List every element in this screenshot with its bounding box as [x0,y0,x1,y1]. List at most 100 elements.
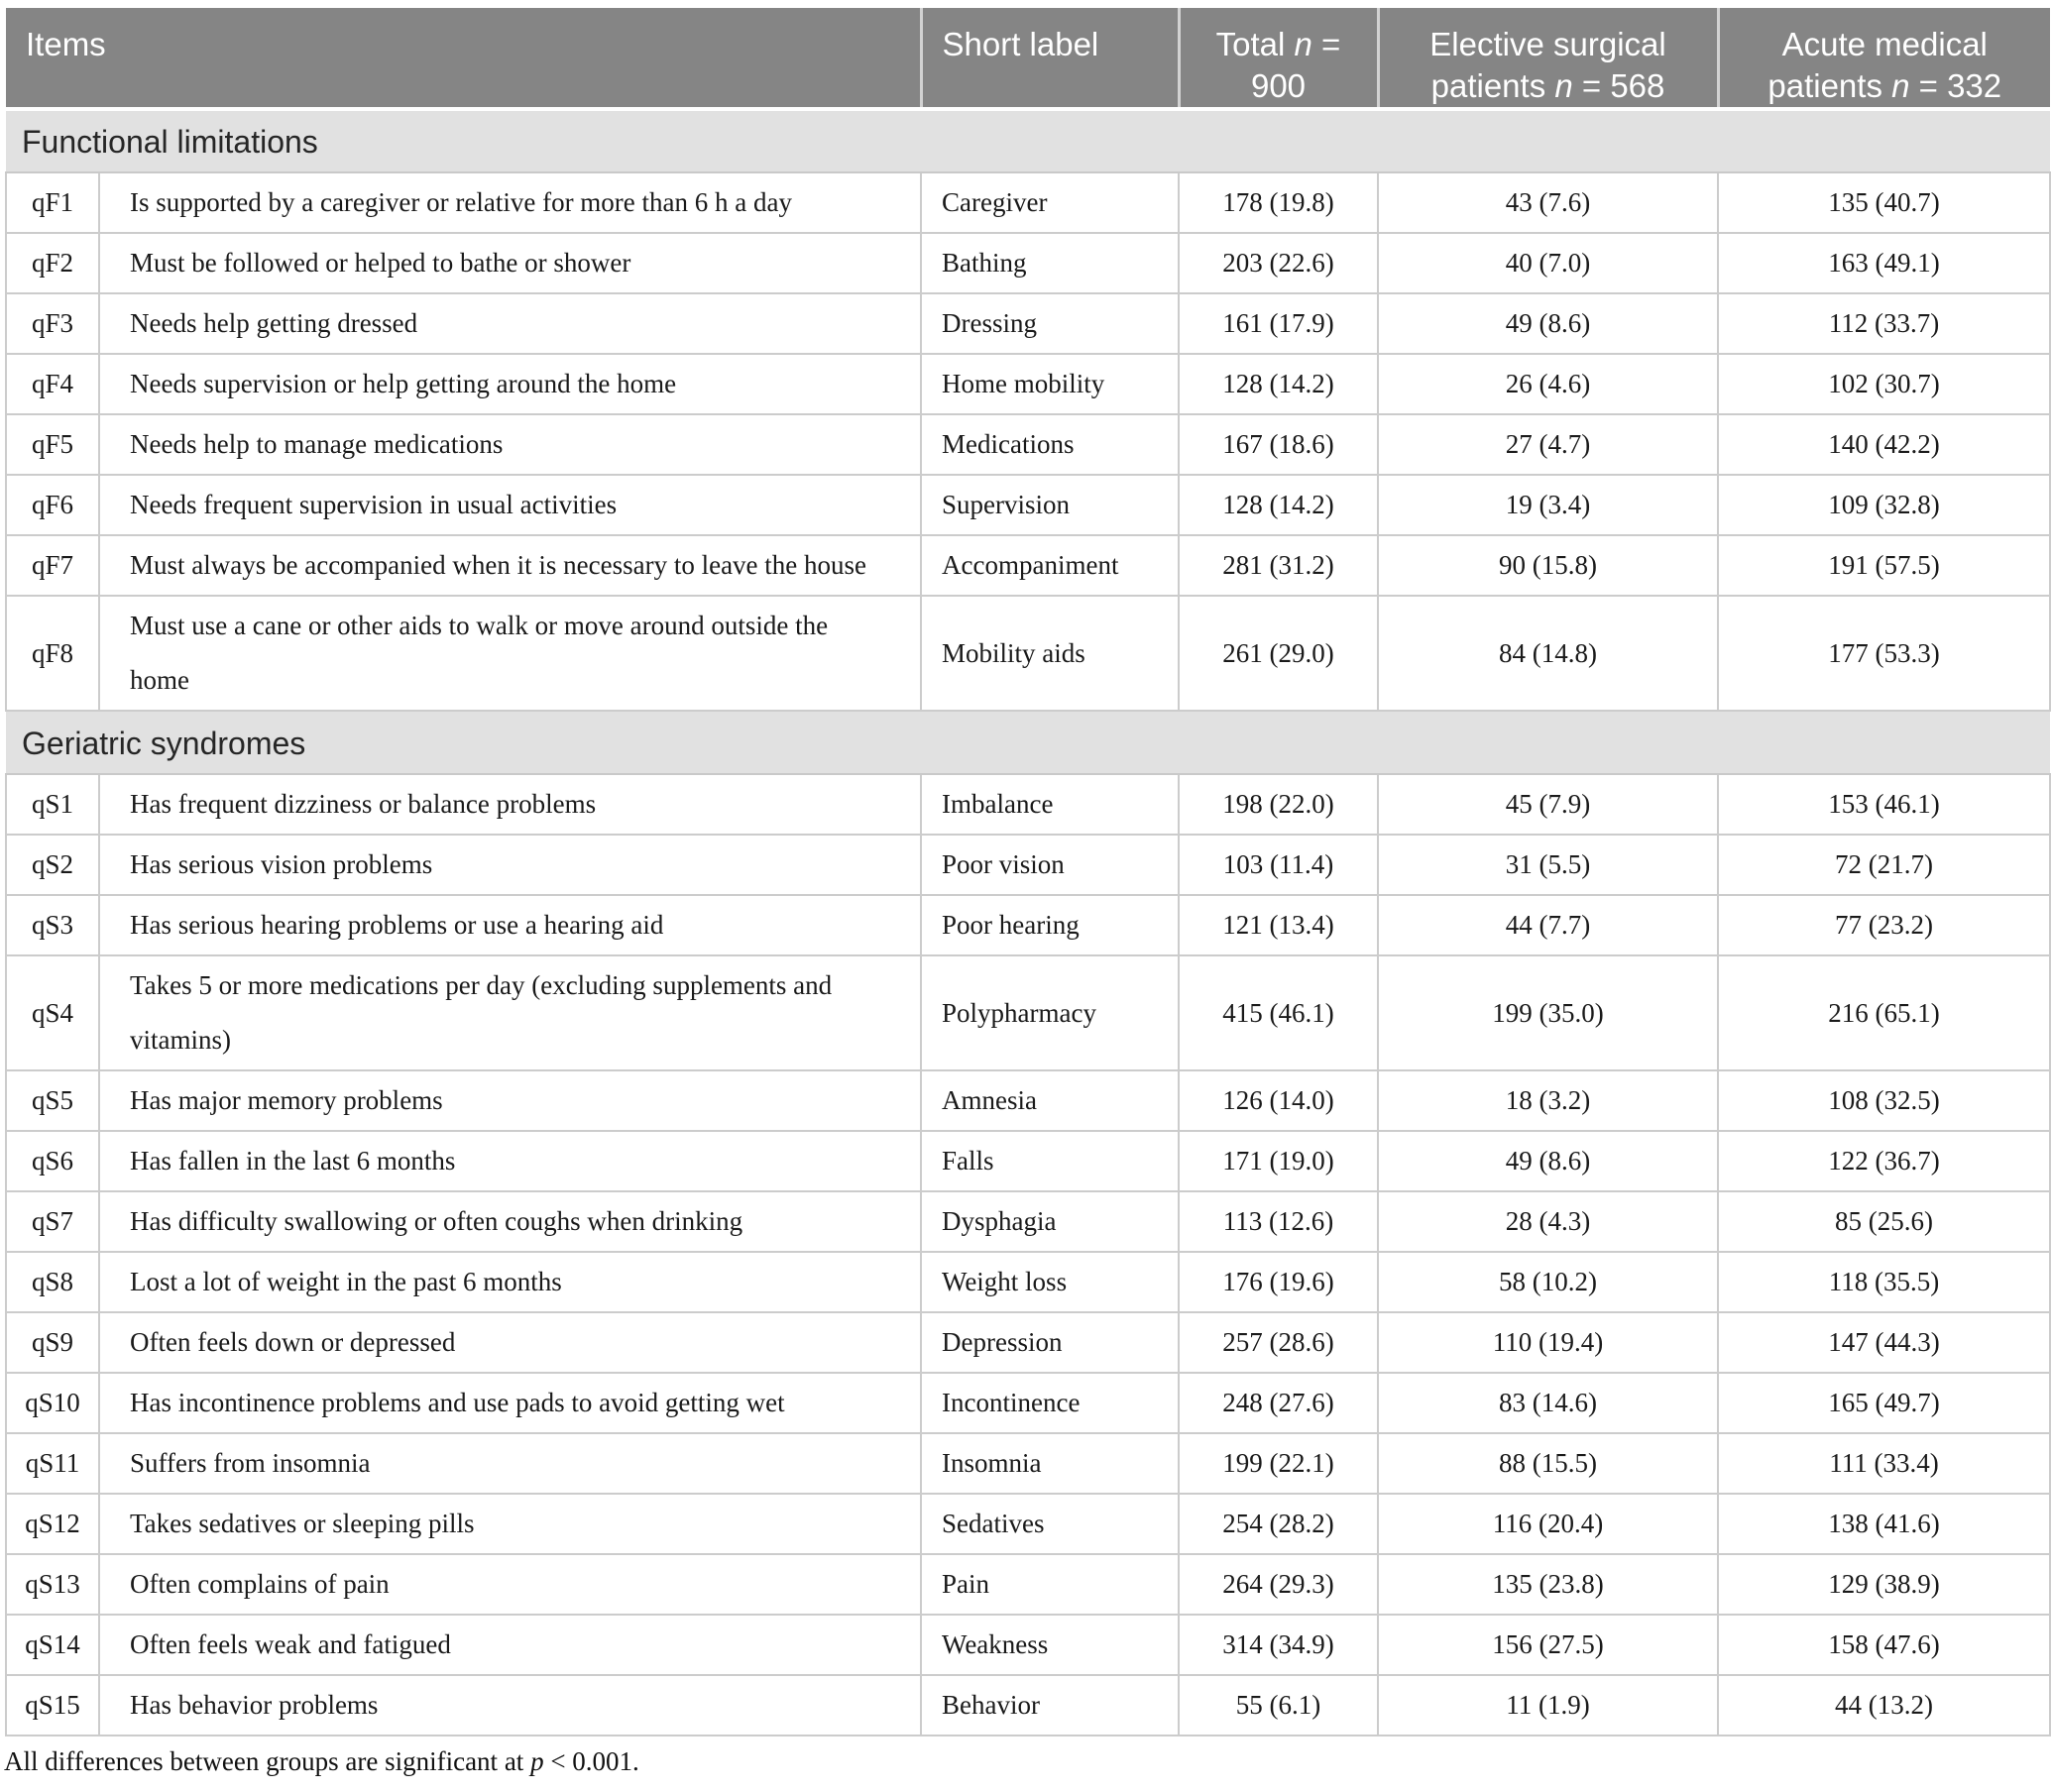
elective-value: 26 (4.6) [1377,353,1719,415]
item-text: Lost a lot of weight in the past 6 month… [98,1251,922,1313]
table-row: qS3 Has serious hearing problems or use … [5,894,2051,956]
item-code: qS11 [5,1432,100,1495]
item-text: Often feels down or depressed [98,1311,922,1374]
table-row: qF5 Needs help to manage medications Med… [5,413,2051,476]
short-label-header-label: Short label [942,26,1099,62]
acute-value: 111 (33.4) [1717,1432,2051,1495]
elective-value: 43 (7.6) [1377,171,1719,234]
item-code: qS1 [5,773,100,836]
total-value: 264 (29.3) [1178,1553,1379,1616]
acute-value: 129 (38.9) [1717,1553,2051,1616]
elective-value: 31 (5.5) [1377,834,1719,896]
total-value: 171 (19.0) [1178,1130,1379,1192]
item-text: Often complains of pain [98,1553,922,1616]
item-code: qS15 [5,1674,100,1736]
item-text: Has serious vision problems [98,834,922,896]
acute-value: 191 (57.5) [1717,534,2051,597]
elective-value: 45 (7.9) [1377,773,1719,836]
patient-items-table: Items Short label Total n = 900 Elective… [5,8,2051,1736]
total-value: 281 (31.2) [1178,534,1379,597]
elective-value: 28 (4.3) [1377,1190,1719,1253]
short-label: Supervision [920,474,1180,536]
total-value: 113 (12.6) [1178,1190,1379,1253]
table-footnote: All differences between groups are signi… [4,1746,2052,1777]
footnote-p-symbol: p [530,1746,544,1776]
short-label: Dysphagia [920,1190,1180,1253]
total-value: 55 (6.1) [1178,1674,1379,1736]
total-header-count: = 900 [1250,26,1341,104]
total-value: 121 (13.4) [1178,894,1379,956]
item-code: qS13 [5,1553,100,1616]
elective-value: 88 (15.5) [1377,1432,1719,1495]
item-text: Has incontinence problems and use pads t… [98,1372,922,1434]
item-text: Needs help getting dressed [98,292,922,355]
acute-value: 109 (32.8) [1717,474,2051,536]
elective-value: 199 (35.0) [1377,954,1719,1071]
elective-header-n: n [1554,67,1573,104]
elective-value: 19 (3.4) [1377,474,1719,536]
table-row: qS7 Has difficulty swallowing or often c… [5,1190,2051,1253]
acute-value: 163 (49.1) [1717,232,2051,294]
short-label: Weakness [920,1614,1180,1676]
table-row: qF1 Is supported by a caregiver or relat… [5,171,2051,234]
item-text: Is supported by a caregiver or relative … [98,171,922,234]
item-code: qS10 [5,1372,100,1434]
item-code: qF6 [5,474,100,536]
item-code: qS4 [5,954,100,1071]
elective-value: 49 (8.6) [1377,1130,1719,1192]
acute-value: 112 (33.7) [1717,292,2051,355]
elective-value: 27 (4.7) [1377,413,1719,476]
item-text: Has major memory problems [98,1069,922,1132]
item-text: Needs supervision or help getting around… [98,353,922,415]
short-label: Dressing [920,292,1180,355]
item-code: qF7 [5,534,100,597]
short-label: Caregiver [920,171,1180,234]
item-code: qF2 [5,232,100,294]
item-text: Needs frequent supervision in usual acti… [98,474,922,536]
item-code: qS14 [5,1614,100,1676]
short-label: Poor hearing [920,894,1180,956]
item-text: Must be followed or helped to bathe or s… [98,232,922,294]
short-label: Polypharmacy [920,954,1180,1071]
table-row: qS5 Has major memory problems Amnesia 12… [5,1069,2051,1132]
total-value: 415 (46.1) [1178,954,1379,1071]
paper-table-page: Items Short label Total n = 900 Elective… [0,8,2052,1792]
acute-value: 177 (53.3) [1717,595,2051,712]
column-header-short-label: Short label [921,8,1181,111]
acute-value: 72 (21.7) [1717,834,2051,896]
section-header-row: Functional limitations [6,108,2050,173]
column-header-items: Items [6,8,923,111]
elective-value: 58 (10.2) [1377,1251,1719,1313]
item-code: qF1 [5,171,100,234]
item-text: Suffers from insomnia [98,1432,922,1495]
acute-header-count: = 332 [1909,67,2002,104]
table-row: qS4 Takes 5 or more medications per day … [5,954,2051,1071]
acute-value: 138 (41.6) [1717,1493,2051,1555]
table-row: qS10 Has incontinence problems and use p… [5,1372,2051,1434]
column-header-total: Total n = 900 [1179,8,1380,111]
table-row: qF8 Must use a cane or other aids to wal… [5,595,2051,712]
acute-value: 44 (13.2) [1717,1674,2051,1736]
section-title: Geriatric syndromes [6,710,2050,775]
item-text: Often feels weak and fatigued [98,1614,922,1676]
item-text: Has behavior problems [98,1674,922,1736]
total-value: 178 (19.8) [1178,171,1379,234]
table-body: Functional limitations qF1 Is supported … [5,108,2051,1736]
total-value: 103 (11.4) [1178,834,1379,896]
short-label: Mobility aids [920,595,1180,712]
short-label: Insomnia [920,1432,1180,1495]
acute-value: 118 (35.5) [1717,1251,2051,1313]
total-value: 199 (22.1) [1178,1432,1379,1495]
total-value: 128 (14.2) [1178,353,1379,415]
item-code: qS7 [5,1190,100,1253]
table-row: qS1 Has frequent dizziness or balance pr… [5,773,2051,836]
item-text: Needs help to manage medications [98,413,922,476]
item-code: qF5 [5,413,100,476]
total-value: 261 (29.0) [1178,595,1379,712]
table-row: qF2 Must be followed or helped to bathe … [5,232,2051,294]
elective-value: 18 (3.2) [1377,1069,1719,1132]
elective-value: 110 (19.4) [1377,1311,1719,1374]
short-label: Behavior [920,1674,1180,1736]
total-value: 254 (28.2) [1178,1493,1379,1555]
elective-value: 84 (14.8) [1377,595,1719,712]
